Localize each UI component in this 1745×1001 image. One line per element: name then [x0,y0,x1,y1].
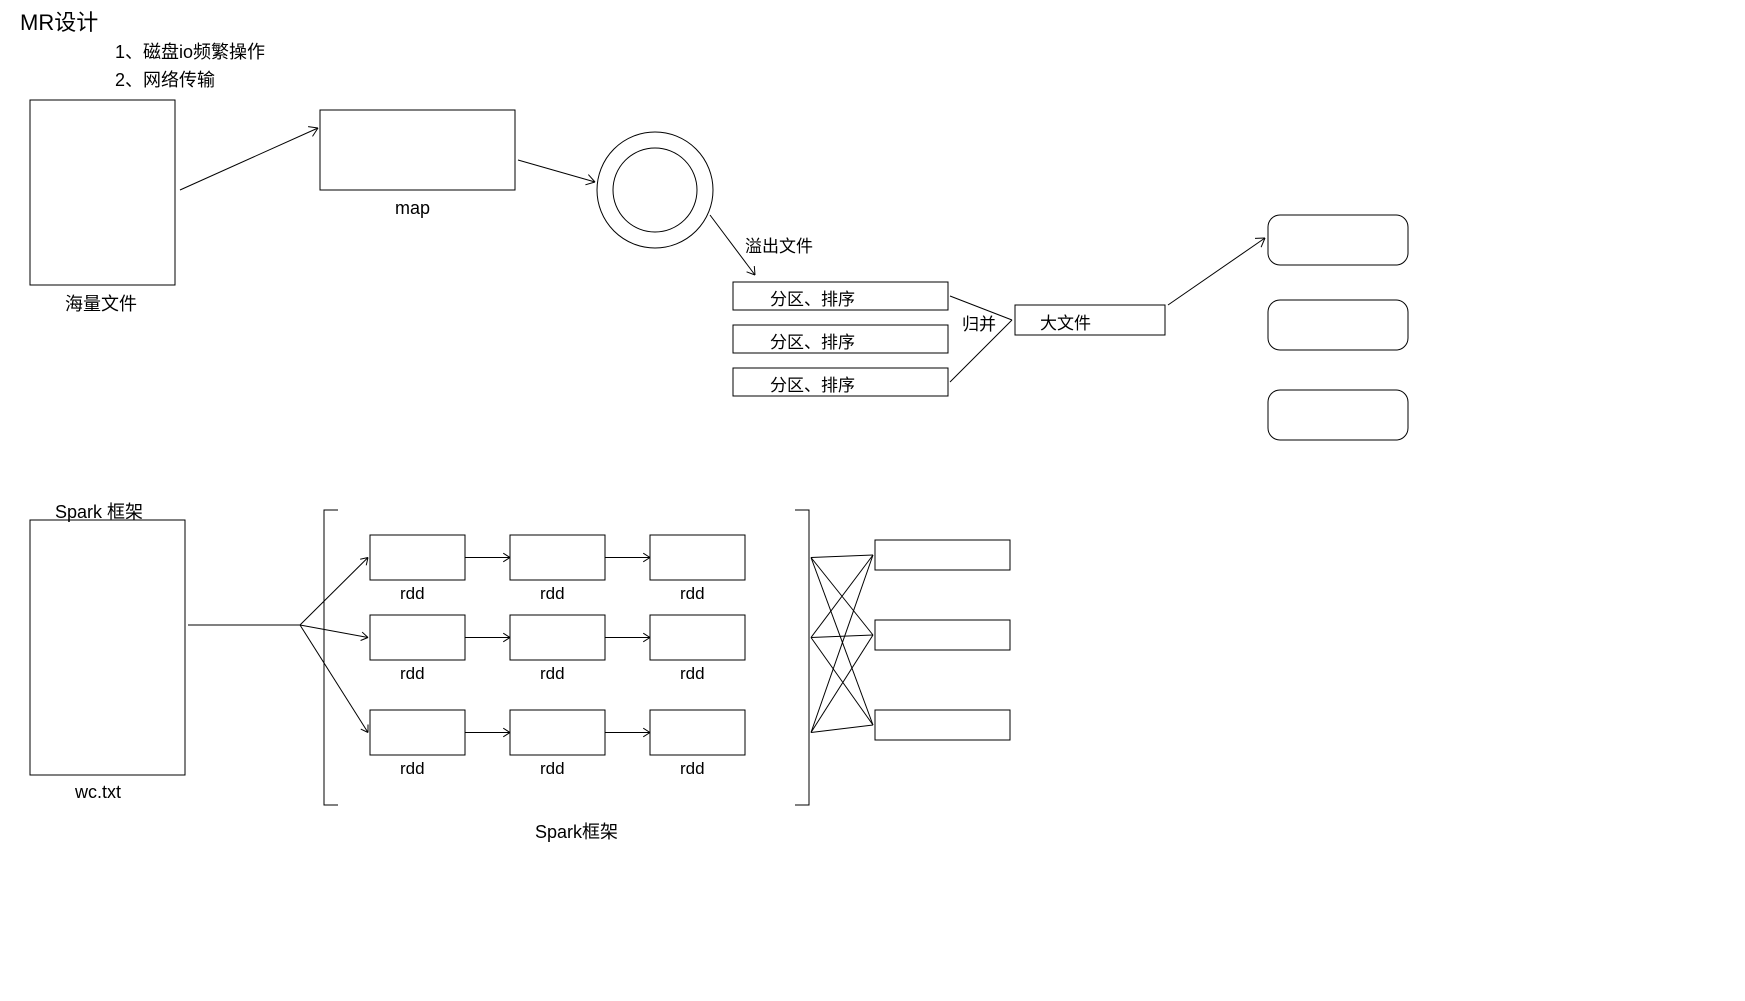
diagram-canvas: MR设计 1、磁盘io频繁操作 2、网络传输 海量文件 map 溢出文件 分区、… [0,0,1745,1001]
shapes-overlay [0,0,1745,1001]
